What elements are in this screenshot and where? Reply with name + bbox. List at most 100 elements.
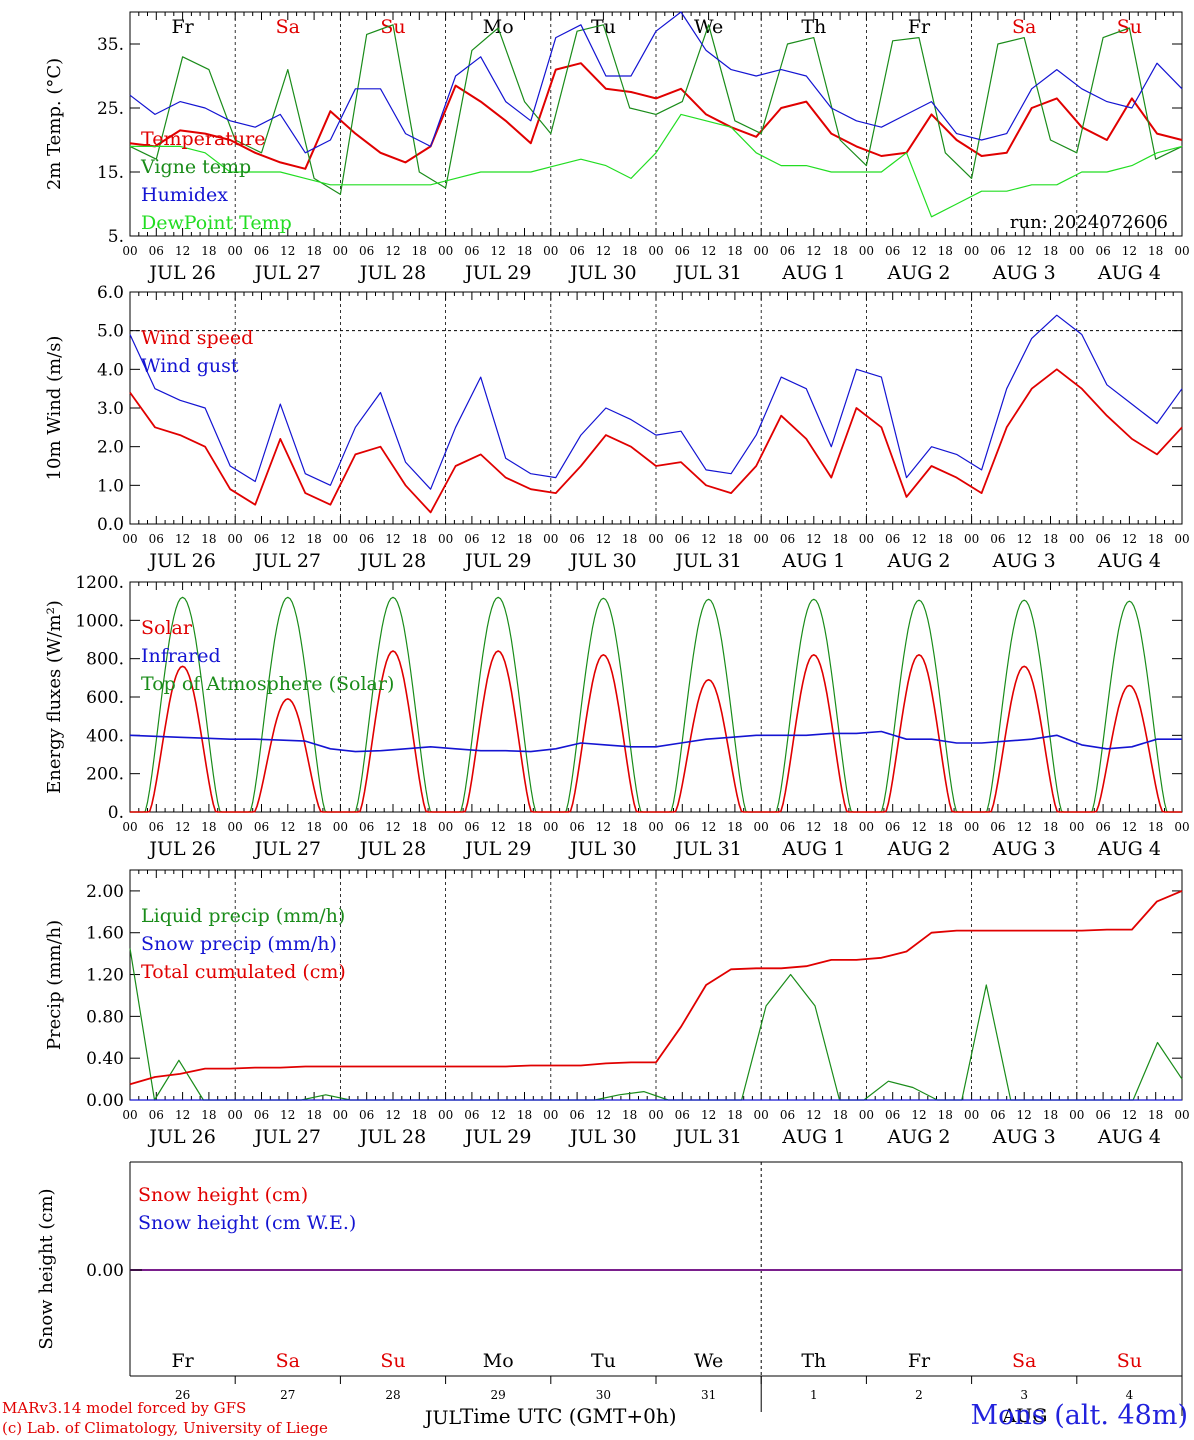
day-number-label: 1 xyxy=(810,1388,818,1402)
hour-tick-label: 06 xyxy=(149,244,164,258)
hour-tick-label: 00 xyxy=(228,820,243,834)
date-label: JUL 26 xyxy=(147,262,215,284)
hour-tick-label: 12 xyxy=(175,532,190,546)
weekday-label: Su xyxy=(380,1350,405,1372)
legend-entry: Infrared xyxy=(141,645,221,667)
hour-tick-label: 00 xyxy=(964,244,979,258)
hour-tick-label: 00 xyxy=(122,244,137,258)
y-tick-label: 1200. xyxy=(75,573,124,593)
hour-tick-label: 00 xyxy=(438,244,453,258)
hour-tick-label: 00 xyxy=(754,244,769,258)
hour-tick-label: 06 xyxy=(1095,820,1110,834)
hour-tick-label: 06 xyxy=(675,820,690,834)
hour-tick-label: 12 xyxy=(806,820,821,834)
date-label: AUG 3 xyxy=(992,262,1056,284)
date-label: JUL 26 xyxy=(147,550,215,572)
hour-tick-label: 18 xyxy=(517,244,532,258)
legend-entry: Solar xyxy=(141,617,193,639)
hour-tick-label: 00 xyxy=(543,532,558,546)
hour-tick-label: 06 xyxy=(464,532,479,546)
date-label: JUL 28 xyxy=(358,262,426,284)
credit-line-2: (c) Lab. of Climatology, University of L… xyxy=(2,1419,328,1437)
day-separators-1 xyxy=(234,12,1078,236)
series-liquid-precip xyxy=(129,948,1183,1101)
weekday-label: Fr xyxy=(908,1350,931,1372)
day-separators-3 xyxy=(234,582,1078,812)
hour-tick-label: 00 xyxy=(438,820,453,834)
month-label: JUL xyxy=(423,1407,462,1429)
date-label: JUL 28 xyxy=(358,550,426,572)
date-label: AUG 1 xyxy=(781,1126,845,1148)
hour-tick-label: 00 xyxy=(964,1108,979,1122)
date-label: JUL 26 xyxy=(147,838,215,860)
weekday-label: Mo xyxy=(483,1350,514,1372)
date-label: AUG 1 xyxy=(781,550,845,572)
date-label: JUL 30 xyxy=(568,838,636,860)
date-label: AUG 2 xyxy=(886,550,950,572)
day-number-label: 4 xyxy=(1126,1388,1134,1402)
weekday-label: Tu xyxy=(591,16,616,38)
hour-tick-label: 06 xyxy=(1095,532,1110,546)
y-axis-label-5: Snow height (cm) xyxy=(36,1188,57,1349)
y-tick-label: 1.60 xyxy=(86,924,124,944)
date-label: JUL 29 xyxy=(463,1126,531,1148)
hour-tick-label: 18 xyxy=(1148,820,1163,834)
day-number-label: 28 xyxy=(385,1388,400,1402)
hour-tick-label: 00 xyxy=(1174,820,1189,834)
legend-entry: Total cumulated (cm) xyxy=(141,961,346,983)
date-label: AUG 1 xyxy=(781,262,845,284)
hour-tick-label: 18 xyxy=(1043,820,1058,834)
hour-tick-label: 18 xyxy=(938,532,953,546)
hour-tick-label: 12 xyxy=(911,244,926,258)
hour-tick-label: 12 xyxy=(385,1108,400,1122)
y-tick-label: 15. xyxy=(97,163,124,183)
hour-tick-label: 06 xyxy=(254,1108,269,1122)
date-label: JUL 31 xyxy=(673,838,741,860)
hour-tick-label: 00 xyxy=(1174,1108,1189,1122)
y-axis-label-2: 10m Wind (m/s) xyxy=(44,336,65,481)
day-number-label: 29 xyxy=(491,1388,506,1402)
station-label: Mons (alt. 48m) xyxy=(970,1400,1188,1431)
hour-tick-label: 12 xyxy=(1122,244,1137,258)
y-tick-label: 0.0 xyxy=(97,515,124,535)
hour-tick-label: 00 xyxy=(543,820,558,834)
hour-tick-label: 06 xyxy=(254,820,269,834)
date-label: AUG 1 xyxy=(781,838,845,860)
y-tick-label: 200. xyxy=(86,765,124,785)
hour-tick-label: 06 xyxy=(990,532,1005,546)
weekday-label: Sa xyxy=(1012,16,1036,38)
hour-tick-label: 00 xyxy=(1069,1108,1084,1122)
hour-tick-label: 06 xyxy=(359,1108,374,1122)
hour-tick-label: 00 xyxy=(859,1108,874,1122)
hour-tick-label: 06 xyxy=(569,820,584,834)
hour-tick-label: 12 xyxy=(1017,1108,1032,1122)
y-tick-label: 5. xyxy=(108,227,124,247)
weekday-label: Fr xyxy=(171,1350,194,1372)
hour-tick-label: 12 xyxy=(596,1108,611,1122)
y-tick-label: 0.00 xyxy=(86,1091,124,1111)
weekday-label: Su xyxy=(1117,16,1142,38)
date-label: JUL 28 xyxy=(358,1126,426,1148)
run-label: run: 2024072606 xyxy=(1010,212,1168,233)
hour-tick-label: 12 xyxy=(1122,1108,1137,1122)
hour-tick-label: 12 xyxy=(491,532,506,546)
hour-tick-label: 12 xyxy=(1122,820,1137,834)
hour-tick-label: 00 xyxy=(438,1108,453,1122)
hour-tick-label: 18 xyxy=(832,820,847,834)
hour-tick-label: 18 xyxy=(1148,532,1163,546)
day-number-label: 26 xyxy=(175,1388,190,1402)
panel-time-ticks-1 xyxy=(129,12,1183,236)
hour-tick-label: 06 xyxy=(359,532,374,546)
date-label: JUL 27 xyxy=(253,838,321,860)
hour-tick-label: 00 xyxy=(754,1108,769,1122)
y-tick-label: 2.0 xyxy=(97,438,124,458)
hour-tick-label: 00 xyxy=(228,244,243,258)
hour-tick-label: 06 xyxy=(149,1108,164,1122)
hour-tick-label: 06 xyxy=(780,820,795,834)
weekday-label: Su xyxy=(1117,1350,1142,1372)
date-label: JUL 27 xyxy=(253,262,321,284)
series-temperature xyxy=(129,62,1183,170)
day-separators-2 xyxy=(234,292,1078,524)
hour-tick-label: 06 xyxy=(149,532,164,546)
hour-tick-label: 12 xyxy=(491,820,506,834)
